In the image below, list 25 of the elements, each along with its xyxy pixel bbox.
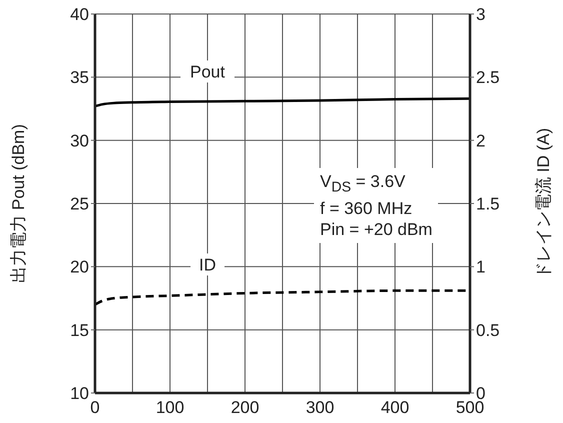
y-tick-label: 15 <box>70 320 89 340</box>
series-label: ID <box>199 255 216 274</box>
x-tick-label: 100 <box>156 398 184 418</box>
y2-axis-title: ドレイン電流 ID (A) <box>534 128 554 280</box>
y-tick-label: 20 <box>70 258 89 277</box>
x-tick-label: 200 <box>230 398 260 418</box>
y-tick-label: 25 <box>70 194 89 214</box>
y-tick-label: 35 <box>70 68 89 88</box>
y2-tick-label: 1 <box>476 258 486 277</box>
y-tick-label: 10 <box>70 384 89 404</box>
y2-tick-label: 3 <box>476 5 486 24</box>
line-series <box>95 97 470 108</box>
y-tick-label: 40 <box>70 5 89 24</box>
y2-tick-label: 0.5 <box>476 320 500 340</box>
x-tick-label: 400 <box>380 398 410 418</box>
y2-tick-label: 2.5 <box>476 68 500 88</box>
y2-tick-label: 2 <box>476 131 486 150</box>
y-axis-title: 出力電力 Pout (dBm) <box>9 124 28 283</box>
x-tick-label: 500 <box>456 398 484 418</box>
y-tick-label: 30 <box>70 131 89 150</box>
x-tick-label: 300 <box>306 398 334 418</box>
y2-tick-label: 1.5 <box>476 194 500 214</box>
annotation: V$_{DS}$ = 3.6V f = 360 MHz Pin = +20 dBm <box>314 168 438 244</box>
x-tick-label: 0 <box>90 398 100 418</box>
series-label: Pout <box>190 62 226 82</box>
